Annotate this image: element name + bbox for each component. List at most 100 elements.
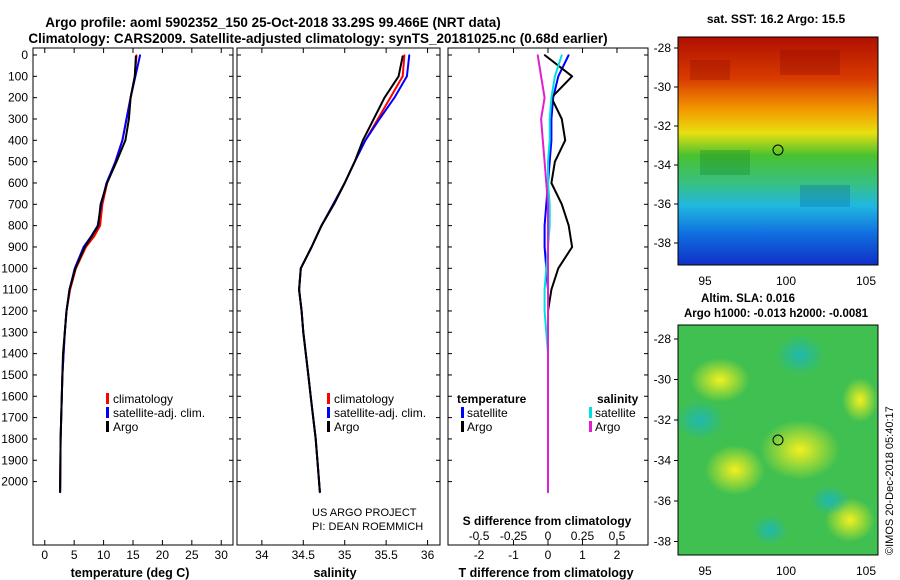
series-point [300,267,302,270]
sst-map: -28 -30 -32 -34 -36 -38 95 100 105 [654,36,879,288]
legend-swatch-argo-t [461,421,464,432]
series-point [536,54,539,56]
sst-map-title: sat. SST: 16.2 Argo: 15.5 [707,12,846,26]
legend-swatch-argo [106,421,109,432]
series-point [548,203,551,206]
series-point [548,224,551,227]
legend-swatch-satellite [106,407,109,418]
series-point [393,96,396,99]
series-point [353,160,356,163]
series-point [378,118,381,120]
series-point [547,160,549,163]
x-tick-label: 0 [545,548,552,562]
sla-map-high [705,445,765,495]
legend-swatch-argo-s [589,421,592,432]
series-point [59,491,61,494]
series-point [364,139,367,142]
series-point [561,54,563,56]
series-point [121,139,124,142]
series-point [571,246,573,248]
x-tick-label: 2 [614,548,621,562]
legend-label-argo-s: Argo [595,420,621,434]
series-point [545,267,548,270]
series-point [401,55,404,57]
series-point [135,55,137,57]
series-point [84,246,86,248]
salinity-plot-frame [236,47,441,546]
series-point [115,160,118,163]
map-x-tick-label: 105 [856,274,876,288]
series-point [547,352,549,355]
series-point [309,395,312,398]
series-point [547,310,549,312]
series-point [540,75,542,78]
series-point [372,118,375,120]
depth-tick-label: 1600 [1,389,28,403]
sla-map-high [760,420,840,480]
series-point [319,491,321,494]
series-point [543,310,546,312]
series-point [406,75,408,78]
x2-tick-label: -0.5 [469,529,490,543]
series-point [571,75,573,78]
series-point [124,139,127,142]
x2-tick-label: 0.5 [609,529,626,543]
series-point [554,160,556,163]
x-tick-label: 34 [255,548,269,562]
x-tick-label: 15 [126,548,140,562]
map-y-tick-label: -36 [654,494,672,508]
series-point [543,54,546,56]
series-point [561,203,563,206]
series-point [545,203,548,206]
map-y-tick-label: -32 [654,413,672,427]
series-point [547,182,549,184]
salinity-axis-label: salinity [313,566,356,580]
series-point [129,96,132,99]
x-tick-label: 35 [338,548,352,562]
x-tick-label: 1 [579,548,586,562]
series-point [65,310,68,312]
series-point [550,288,553,291]
series-point [298,288,300,291]
legend-label-argo: Argo [334,420,360,434]
series-point [74,267,77,270]
series-point [134,75,136,78]
map-x-tick-label: 105 [856,564,876,578]
map-y-tick-label: -38 [654,535,672,549]
sla-map-frame [677,324,879,556]
depth-tick-label: 1800 [1,432,28,446]
sla-map-low [675,400,725,440]
sla-map-low [775,335,825,375]
x-tick-label: 25 [185,548,199,562]
depth-tick-label: 2000 [1,475,28,489]
depth-tick-label: 1500 [1,368,28,382]
series-point [389,96,392,99]
sst-map-texture [700,150,750,175]
map-y-tick-label: -34 [654,454,672,468]
series-point [316,459,319,462]
sla-map-title1: Altim. SLA: 0.016 [701,293,795,305]
series-point [547,491,549,494]
series-point [314,438,317,440]
series-point [543,288,546,291]
series-point [545,331,548,334]
map-y-tick-label: -28 [654,41,672,55]
depth-tick-label: 1300 [1,325,28,339]
series-point [383,96,386,99]
temperature-panel: 0 5 10 15 20 25 30 climatology satellite-adj. … [32,47,234,580]
legend-label-satellite: satellite-adj. clim. [334,406,426,420]
map-y-tick-label: -30 [654,80,672,94]
series-point [64,331,66,334]
depth-tick-label: 500 [8,155,28,169]
depth-tick-label: 1100 [2,283,28,297]
legend-swatch-climatology [106,393,109,404]
x-tick-label: 34.5 [292,548,316,562]
depth-tick-label: 1200 [1,304,28,318]
series-point [310,246,313,248]
series-point [561,118,563,120]
series-point [547,288,549,291]
legend-swatch-satellite-s [589,407,592,418]
series-point [557,267,560,270]
series-point [305,352,307,355]
series-point [547,374,549,376]
